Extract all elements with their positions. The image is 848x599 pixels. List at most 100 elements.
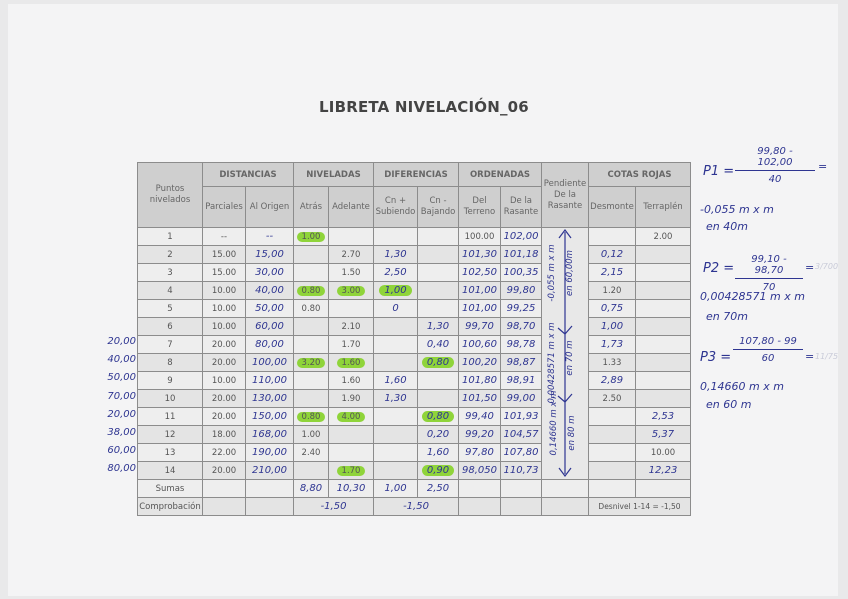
header-terraplen: Terraplén xyxy=(635,186,691,228)
cell-desmonte xyxy=(588,443,636,462)
suma-baj: 2,50 xyxy=(417,479,459,498)
cell-desmonte: 0,75 xyxy=(588,299,636,318)
cell-rasante: 101,18 xyxy=(500,245,542,264)
cell-parciales: 20.00 xyxy=(202,389,246,408)
pendiente-distance: en 60,00m xyxy=(565,250,575,296)
cell-value: 101,50 xyxy=(462,393,497,404)
table-row: 2 15.00 15,00 2.70 1,30 101,30 101,18 0,12 xyxy=(137,245,691,264)
cell-adelante: 2.10 xyxy=(328,317,374,336)
cell-adelante: 1.70 xyxy=(328,335,374,354)
cell-atras: 1.00 xyxy=(293,425,329,444)
cell-atras: 2.40 xyxy=(293,443,329,462)
cell-empty xyxy=(588,479,636,498)
p1-distance: en 40m xyxy=(706,220,748,233)
margin-distance: 50,00 xyxy=(107,372,136,384)
p1-fraction: 99,80 - 102,00 40 xyxy=(735,146,815,185)
cell-value: 2,53 xyxy=(651,411,675,422)
cell-parciales: -- xyxy=(202,227,246,246)
cell-value: 1,60 xyxy=(426,447,450,458)
cell-value: 0,80 xyxy=(421,411,455,422)
cell-rasante: 100,35 xyxy=(500,263,542,282)
cell-value: 190,00 xyxy=(252,447,287,458)
cell-value: 150,00 xyxy=(252,411,287,422)
header-cotas-rojas: COTAS ROJAS xyxy=(588,162,691,187)
cell-value: 10 xyxy=(164,393,176,404)
p3-equals: = xyxy=(805,350,815,363)
cell-punto: 6 xyxy=(137,317,203,336)
cell-terraplen: 10.00 xyxy=(635,443,691,462)
margin-distance: 38,00 xyxy=(107,427,136,438)
cell-value: 101,30 xyxy=(462,249,497,260)
cell-punto: 5 xyxy=(137,299,203,318)
cell-atras xyxy=(293,335,329,354)
cell-value: 99,20 xyxy=(465,429,494,440)
cell-value: 10.00 xyxy=(211,303,237,314)
cell-al-origen: 30,00 xyxy=(245,263,294,282)
cell-empty xyxy=(458,497,501,516)
cell-value: 101,00 xyxy=(462,303,497,314)
header-al-origen: Al Origen xyxy=(245,186,294,228)
cell-atras: 0.80 xyxy=(293,281,329,300)
p1-label: P1 = xyxy=(703,164,735,179)
page-title: LIBRETA NIVELACIÓN_06 xyxy=(319,98,529,116)
cell-subiendo xyxy=(373,353,418,372)
header-adelante: Adelante xyxy=(328,186,374,228)
cell-value: 107,80 xyxy=(503,447,539,458)
cell-value: 15,00 xyxy=(255,249,284,260)
cell-rasante: 99,25 xyxy=(500,299,542,318)
cell-value: 9 xyxy=(167,375,173,386)
cell-terraplen xyxy=(635,389,691,408)
cell-rasante: 98,78 xyxy=(500,335,542,354)
cell-value: 101,00 xyxy=(462,285,497,296)
cell-terraplen: 5,37 xyxy=(635,425,691,444)
cell-parciales: 20.00 xyxy=(202,335,246,354)
margin-distance: 60,00 xyxy=(107,445,136,457)
cell-terreno: 101,50 xyxy=(458,389,501,408)
cell-bajando xyxy=(417,245,459,264)
cell-value: 5 xyxy=(167,303,173,314)
cell-rasante: 101,93 xyxy=(500,407,542,426)
table-row: 5 10.00 50,00 0.80 0 101,00 99,25 0,75 xyxy=(137,299,691,318)
cell-subiendo: 1,60 xyxy=(373,371,418,390)
cell-desmonte xyxy=(588,407,636,426)
cell-value: 168,00 xyxy=(252,429,287,440)
cell-al-origen: 15,00 xyxy=(245,245,294,264)
cell-adelante xyxy=(328,443,374,462)
cell-value: 0,75 xyxy=(600,303,624,314)
cell-desmonte xyxy=(588,461,636,480)
cell-terraplen xyxy=(635,371,691,390)
cell-terreno: 99,40 xyxy=(458,407,501,426)
cell-value: 1.70 xyxy=(341,339,361,350)
cell-value: 0,90 xyxy=(421,465,455,476)
p3-distance: en 60 m xyxy=(706,398,752,411)
table-row: 14 20.00 210,00 1.70 0,90 98,050 110,73 12,23 xyxy=(137,461,691,480)
cell-value: 98,050 xyxy=(462,465,497,476)
cell-value: 1,30 xyxy=(384,393,407,404)
cell-empty xyxy=(202,497,246,516)
p2-label: P2 = xyxy=(703,261,735,276)
cell-bajando xyxy=(417,281,459,300)
cell-value: 110,00 xyxy=(252,375,287,386)
cell-value: 97,80 xyxy=(465,447,494,458)
p2-numerator: 99,10 - 98,70 xyxy=(735,254,803,279)
cell-punto: 14 xyxy=(137,461,203,480)
p3-faint-fraction: 11/75 xyxy=(815,352,839,361)
cell-value: 1,30 xyxy=(384,249,407,260)
cell-value: 15.00 xyxy=(211,249,237,260)
cell-desmonte: 2,89 xyxy=(588,371,636,390)
cell-value: 1.60 xyxy=(341,375,361,386)
cell-subiendo xyxy=(373,443,418,462)
leveling-table: Puntos nivelados DISTANCIAS NIVELADAS DI… xyxy=(137,162,691,516)
cell-subiendo xyxy=(373,425,418,444)
header-parciales: Parciales xyxy=(202,186,246,228)
cell-value: 1.00 xyxy=(301,429,321,440)
cell-al-origen: 100,00 xyxy=(245,353,294,372)
cell-value: 0,40 xyxy=(426,339,450,350)
cell-parciales: 18.00 xyxy=(202,425,246,444)
cell-value: 102,50 xyxy=(462,267,497,278)
cell-value: 20.00 xyxy=(211,357,237,368)
table-row: 1 -- -- 1.00 100.00 102,00 -0,055 m x m en 60,0… xyxy=(137,227,691,480)
p1-numerator: 99,80 - 102,00 xyxy=(735,146,815,171)
cell-terreno: 101,80 xyxy=(458,371,501,390)
cell-value: 0,12 xyxy=(600,249,624,260)
